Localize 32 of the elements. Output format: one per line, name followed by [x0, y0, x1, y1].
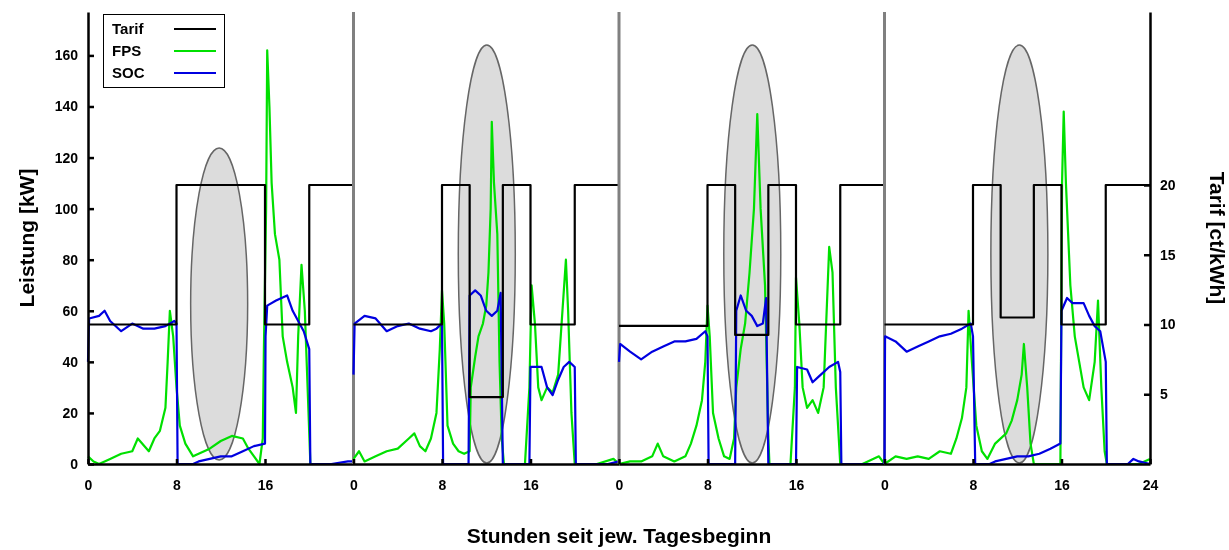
x-tick-label: 0: [881, 476, 890, 493]
y-axis-title: Leistung [kW]: [15, 168, 38, 308]
y-tick-label: 140: [54, 98, 79, 115]
y-tick-label: 160: [54, 47, 79, 64]
legend-label: Tarif: [112, 19, 145, 39]
y-tick-label: 0: [70, 455, 79, 472]
y-tick-label: 60: [62, 302, 79, 319]
y2-tick-label: 20: [1160, 176, 1176, 193]
y2-axis-title: Tarif [ct/kWh]: [1206, 171, 1229, 305]
x-tick-label: 0: [615, 476, 624, 493]
x-tick-label: 16: [788, 476, 805, 493]
y2-tick-label: 10: [1160, 316, 1176, 333]
y-tick-label: 20: [62, 404, 79, 421]
x-tick-label: 8: [969, 476, 978, 493]
y2-tick-label: 5: [1160, 386, 1168, 403]
y2-tick-label: 15: [1160, 246, 1176, 263]
legend-label: FPS: [112, 41, 143, 61]
x-tick-label: 24: [1142, 476, 1159, 493]
x-tick-label: 16: [1054, 476, 1070, 493]
legend-label: SOC: [112, 63, 146, 83]
y-tick-label: 100: [54, 200, 79, 217]
y-tick-label: 120: [54, 149, 79, 166]
x-tick-label: 16: [257, 476, 274, 493]
x-tick-label: 16: [523, 476, 539, 493]
x-tick-label: 8: [438, 476, 447, 493]
y-tick-label: 40: [62, 353, 79, 370]
x-tick-label: 0: [84, 476, 93, 493]
x-tick-label: 8: [173, 476, 182, 493]
x-tick-label: 0: [350, 476, 359, 493]
x-tick-label: 8: [704, 476, 713, 493]
x-axis-title: Stunden seit jew. Tagesbeginn: [466, 524, 772, 547]
y-tick-label: 80: [62, 251, 79, 268]
